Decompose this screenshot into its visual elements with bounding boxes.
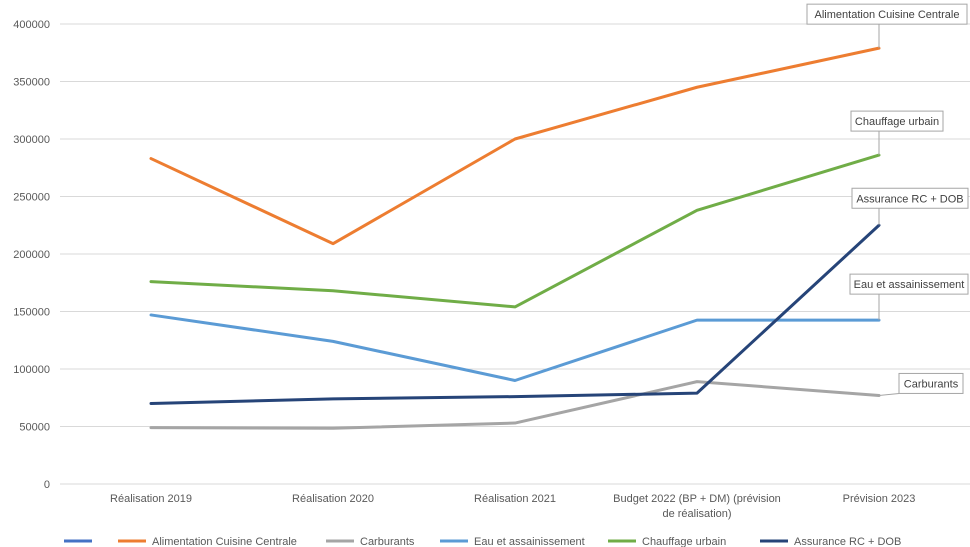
callout-label: Carburants <box>904 378 959 390</box>
y-tick-label: 250000 <box>13 192 50 204</box>
series-callouts: Alimentation Cuisine Centrale Carburants E… <box>806 3 969 396</box>
y-tick-label: 100000 <box>13 364 50 376</box>
x-category-label: Réalisation 2019 <box>110 493 192 505</box>
x-category-label: Réalisation 2020 <box>292 493 374 505</box>
callout-box <box>849 273 969 295</box>
series-lines <box>149 46 881 430</box>
callout-leader <box>878 392 900 396</box>
series-line <box>149 313 881 382</box>
y-tick-label: 200000 <box>13 249 50 261</box>
series-line <box>149 153 881 309</box>
callout-label: Chauffage urbain <box>855 116 939 128</box>
y-axis-ticks: 0 50000 100000 150000 200000 250000 300000 3500… <box>13 19 50 491</box>
series-line <box>149 380 881 430</box>
legend-label: Alimentation Cuisine Centrale <box>152 536 297 547</box>
series-line <box>149 223 881 405</box>
x-category-label: Budget 2022 (BP + DM) (prévision <box>613 493 781 505</box>
gridlines <box>60 23 970 485</box>
callout-box <box>806 3 968 25</box>
callout-box <box>851 187 969 209</box>
callout-label: Alimentation Cuisine Centrale <box>815 9 960 21</box>
y-tick-label: 350000 <box>13 77 50 89</box>
legend-label: Carburants <box>360 536 415 547</box>
callout-box <box>898 372 964 394</box>
legend-label: Eau et assainissement <box>474 536 585 547</box>
series-line <box>149 46 881 246</box>
callout-label: Eau et assainissement <box>854 279 965 291</box>
y-tick-label: 400000 <box>13 19 50 31</box>
callout-label: Assurance RC + DOB <box>856 193 963 205</box>
x-category-label: de réalisation) <box>662 508 731 520</box>
x-category-label: Réalisation 2021 <box>474 493 556 505</box>
x-category-label: Prévision 2023 <box>843 493 916 505</box>
legend-label: Chauffage urbain <box>642 536 726 547</box>
y-tick-label: 50000 <box>19 422 50 434</box>
callout-box <box>850 110 944 132</box>
y-tick-label: 150000 <box>13 307 50 319</box>
legend-label: Assurance RC + DOB <box>794 536 901 547</box>
y-tick-label: 0 <box>44 479 50 491</box>
legend: Alimentation Cuisine Centrale Carburants E… <box>64 536 901 547</box>
x-axis-categories: Réalisation 2019 Réalisation 2020 Réalisat… <box>110 493 915 520</box>
y-tick-label: 300000 <box>13 134 50 146</box>
